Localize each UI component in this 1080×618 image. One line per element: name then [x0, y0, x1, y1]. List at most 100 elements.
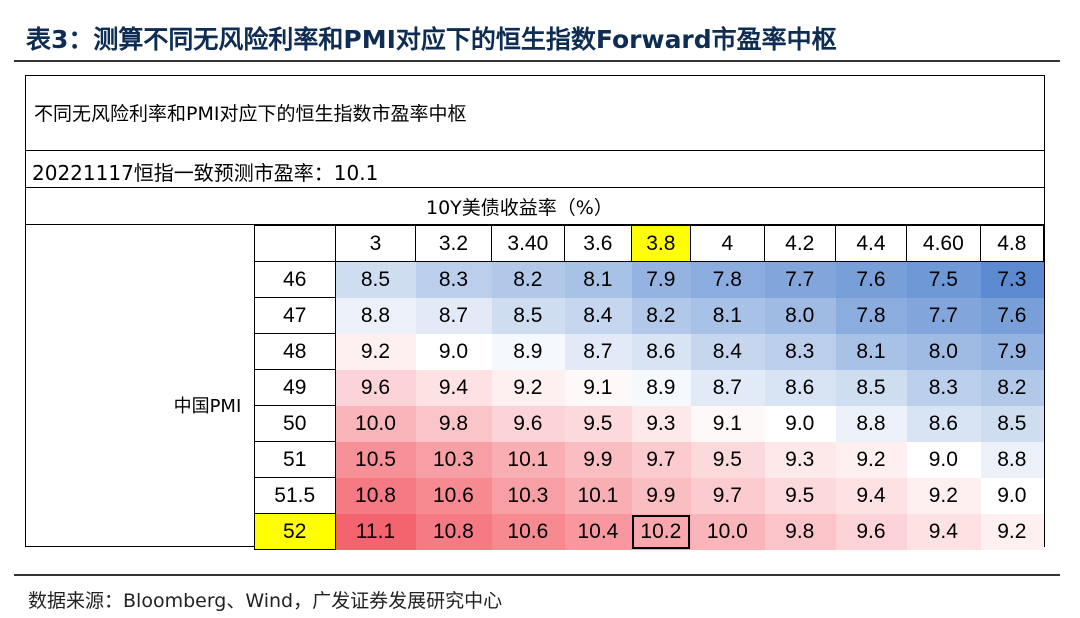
value-cell: 9.6 — [490, 405, 566, 442]
value-cell: 8.7 — [564, 333, 632, 370]
value-cell: 9.6 — [334, 369, 417, 406]
table-row: 49 9.6 9.4 9.2 9.1 8.9 8.7 8.6 8.5 8.3 8.2 — [161, 369, 1045, 406]
table-row: 48 9.2 9.0 8.9 8.7 8.6 8.4 8.3 8.1 8.0 7.9 — [161, 333, 1045, 370]
value-cell: 8.4 — [690, 333, 765, 370]
value-cell: 8.3 — [906, 369, 981, 406]
row-header: 51.5 — [253, 477, 336, 514]
col-header: 3.6 — [564, 225, 632, 262]
value-cell: 9.0 — [415, 333, 492, 370]
value-cell: 8.5 — [979, 405, 1045, 442]
value-cell: 8.6 — [630, 333, 692, 370]
table-title: 表3：测算不同无风险利率和PMI对应下的恒生指数Forward市盈率中枢 — [26, 25, 837, 54]
col-header: 3 — [334, 225, 417, 262]
col-header: 4.8 — [979, 225, 1045, 262]
value-cell: 9.3 — [630, 405, 692, 442]
table-row: 52 11.1 10.8 10.6 10.4 10.2 10.0 9.8 9.6 9.4 9.2 — [161, 513, 1045, 550]
col-header: 3.2 — [415, 225, 492, 262]
value-cell: 8.8 — [979, 441, 1045, 478]
consensus-pe: 20221117恒指一致预测市盈率：10.1 — [32, 161, 379, 185]
value-cell: 8.5 — [834, 369, 908, 406]
source-note: 数据来源：Bloomberg、Wind，广发证券发展研究中心 — [28, 590, 503, 612]
value-cell: 10.8 — [415, 513, 492, 550]
value-cell: 9.4 — [834, 477, 908, 514]
table-row: 47 8.8 8.7 8.5 8.4 8.2 8.1 8.0 7.8 7.7 7.6 — [161, 297, 1045, 334]
value-cell: 8.0 — [763, 297, 836, 334]
col-header: 4.60 — [906, 225, 981, 262]
value-cell: 10.2 — [630, 513, 692, 550]
value-cell: 9.2 — [334, 333, 417, 370]
table-row: 46 8.5 8.3 8.2 8.1 7.9 7.8 7.7 7.6 7.5 7.3 — [161, 261, 1045, 298]
value-cell: 8.1 — [690, 297, 765, 334]
value-cell: 9.6 — [834, 513, 908, 550]
value-cell: 8.9 — [490, 333, 566, 370]
divider — [26, 150, 1044, 151]
value-cell: 7.7 — [763, 261, 836, 298]
value-cell: 9.7 — [690, 477, 765, 514]
row-header: 52 — [253, 513, 336, 550]
value-cell: 8.1 — [834, 333, 908, 370]
value-cell: 9.0 — [979, 477, 1045, 514]
row-header: 48 — [253, 333, 336, 370]
row-header: 50 — [253, 405, 336, 442]
divider — [26, 224, 1044, 225]
divider — [26, 187, 1044, 188]
value-cell: 9.2 — [490, 369, 566, 406]
row-header: 46 — [253, 261, 336, 298]
value-cell: 9.4 — [906, 513, 981, 550]
value-cell: 8.7 — [415, 297, 492, 334]
row-axis-label: 中国PMI — [173, 396, 242, 417]
value-cell: 9.8 — [415, 405, 492, 442]
corner-cell — [253, 225, 336, 262]
col-axis-label: 10Y美债收益率（%） — [426, 197, 613, 219]
table-frame: 不同无风险利率和PMI对应下的恒生指数市盈率中枢 20221117恒指一致预测市… — [25, 75, 1045, 550]
value-cell: 8.8 — [834, 405, 908, 442]
value-cell: 10.8 — [334, 477, 417, 514]
col-header: 4.4 — [834, 225, 908, 262]
col-header: 3.8 — [630, 225, 692, 262]
value-cell: 7.6 — [834, 261, 908, 298]
value-cell: 7.8 — [690, 261, 765, 298]
table-row: 51.5 10.8 10.6 10.3 10.1 9.9 9.7 9.5 9.4 9.2 9.0 — [161, 477, 1045, 514]
value-cell: 8.2 — [630, 297, 692, 334]
col-header: 4.2 — [763, 225, 836, 262]
col-header: 3.40 — [490, 225, 566, 262]
value-cell: 9.1 — [564, 369, 632, 406]
value-cell: 9.5 — [564, 405, 632, 442]
value-cell: 8.8 — [334, 297, 417, 334]
value-cell: 7.9 — [979, 333, 1045, 370]
table-row: 51 10.5 10.3 10.1 9.9 9.7 9.5 9.3 9.2 9.0 8.8 — [161, 441, 1045, 478]
value-cell: 10.1 — [564, 477, 632, 514]
value-cell: 8.5 — [334, 261, 417, 298]
value-cell: 11.1 — [334, 513, 417, 550]
value-cell: 9.8 — [763, 513, 836, 550]
value-cell: 9.5 — [690, 441, 765, 478]
value-cell: 10.0 — [334, 405, 417, 442]
row-header: 49 — [253, 369, 336, 406]
table-row: 50 10.0 9.8 9.6 9.5 9.3 9.1 9.0 8.8 8.6 8.5 — [161, 405, 1045, 442]
value-cell: 9.5 — [763, 477, 836, 514]
value-cell: 8.1 — [564, 261, 632, 298]
value-cell: 9.9 — [630, 477, 692, 514]
value-cell: 7.7 — [906, 297, 981, 334]
value-cell: 8.6 — [906, 405, 981, 442]
value-cell: 9.0 — [906, 441, 981, 478]
value-cell: 9.2 — [906, 477, 981, 514]
value-cell: 10.1 — [490, 441, 566, 478]
value-cell: 7.6 — [979, 297, 1045, 334]
bottom-rule — [14, 574, 1060, 576]
value-cell: 8.2 — [490, 261, 566, 298]
value-cell: 9.1 — [690, 405, 765, 442]
value-cell: 8.0 — [906, 333, 981, 370]
value-cell: 7.5 — [906, 261, 981, 298]
value-cell: 10.3 — [490, 477, 566, 514]
value-cell: 8.7 — [690, 369, 765, 406]
value-cell: 10.6 — [490, 513, 566, 550]
value-cell: 8.4 — [564, 297, 632, 334]
value-cell: 9.2 — [834, 441, 908, 478]
row-header: 51 — [253, 441, 336, 478]
value-cell: 10.4 — [564, 513, 632, 550]
value-cell: 10.0 — [690, 513, 765, 550]
value-cell: 9.2 — [979, 513, 1045, 550]
value-cell: 10.5 — [334, 441, 417, 478]
col-header: 4 — [690, 225, 765, 262]
